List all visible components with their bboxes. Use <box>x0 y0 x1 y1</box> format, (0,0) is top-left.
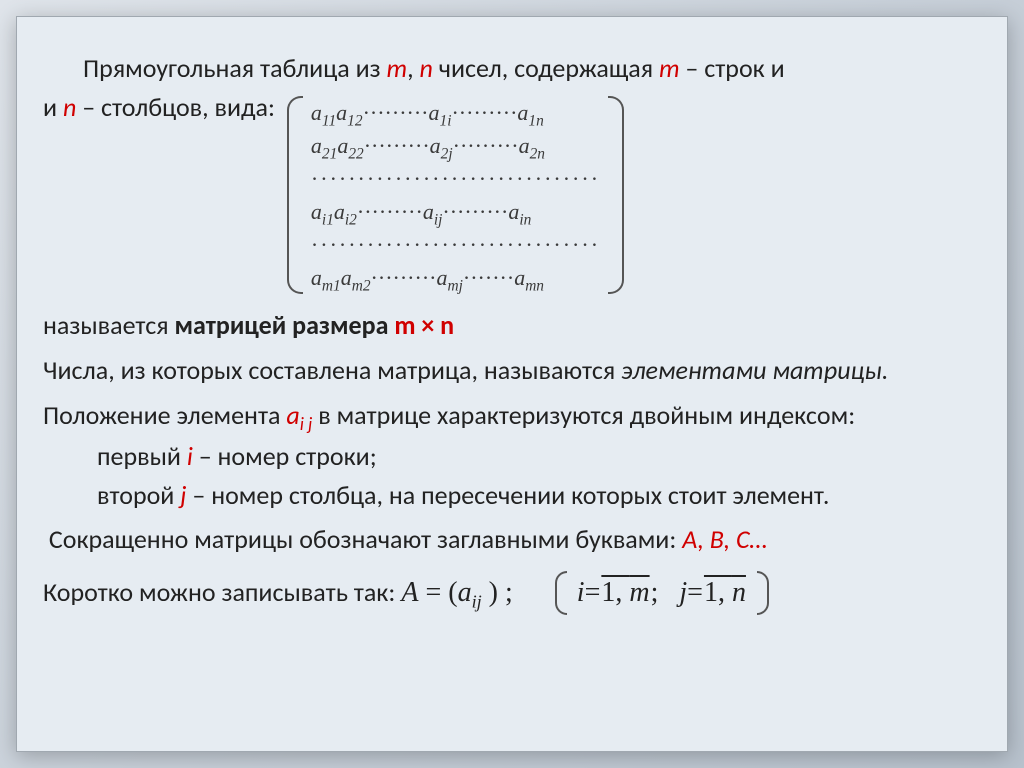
elements-t2: элементами матрицы. <box>621 354 888 386</box>
position-t2: в матрице характеризуются двойным индекс… <box>312 399 855 431</box>
intro-line-2-block: и n – столбцов, вида: a11a12·········a1i… <box>43 90 981 300</box>
caps-abc: A, B, C… <box>682 523 767 555</box>
i-t2: – номер строки; <box>193 440 377 472</box>
called-t2: матрицей размера <box>174 309 394 341</box>
caps-t1: Сокращенно матрицы обозначают заглавными… <box>49 523 682 555</box>
intro-m2: m <box>659 52 680 84</box>
line-short: Коротко можно записывать так: A = (aij )… <box>43 565 981 621</box>
called-mxn: m × n <box>394 309 454 341</box>
range-content: i = 1, m; j = 1, n <box>567 565 757 621</box>
intro-t3: – строк и <box>680 52 785 84</box>
intro-comma: , <box>407 52 419 84</box>
intro-n: n <box>420 52 433 84</box>
short-eq-A: A = (aij ) ; <box>401 574 512 612</box>
short-t1: Коротко можно записывать так: <box>43 575 395 610</box>
matrix-left-paren <box>285 90 303 300</box>
line-j: второй j – номер столбца, на пересечении… <box>43 478 981 513</box>
range-left-paren <box>553 565 567 621</box>
position-aij: ai j <box>286 399 312 431</box>
intro-line-2: и n – столбцов, вида: <box>43 90 275 125</box>
slide-background: Прямоугольная таблица из m, n чисел, сод… <box>0 0 1024 768</box>
line-called: называется матрицей размера m × n <box>43 308 981 343</box>
j-t2: – номер столбца, на пересечении которых … <box>186 479 829 511</box>
intro-t1: Прямоугольная таблица из <box>83 52 387 84</box>
intro-n2: n <box>63 91 76 123</box>
line-elements: Числа, из которых составлена матрица, на… <box>43 353 981 388</box>
intro-t2: чисел, содержащая <box>433 52 659 84</box>
j-t1: второй <box>97 479 180 511</box>
intro-and: и <box>43 91 63 123</box>
matrix-definition: a11a12·········a1i·········a1na21a22····… <box>285 90 626 300</box>
i-t1: первый <box>97 440 187 472</box>
intro-m: m <box>387 52 408 84</box>
called-t1: называется <box>43 309 174 341</box>
range-right-paren <box>757 565 771 621</box>
line-i: первый i – номер строки; <box>43 439 981 474</box>
slide: Прямоугольная таблица из m, n чисел, сод… <box>16 16 1008 752</box>
elements-t1: Числа, из которых составлена матрица, на… <box>43 354 621 386</box>
line-position: Положение элемента ai j в матрице характ… <box>43 398 981 433</box>
matrix-right-paren <box>608 90 626 300</box>
intro-line-1: Прямоугольная таблица из m, n чисел, сод… <box>43 51 981 86</box>
line-caps: Сокращенно матрицы обозначают заглавными… <box>43 522 981 557</box>
intro-t4: – столбцов, вида: <box>76 91 275 123</box>
short-eq-range: i = 1, m; j = 1, n <box>553 565 771 621</box>
position-t1: Положение элемента <box>43 399 286 431</box>
matrix-body: a11a12·········a1i·········a1na21a22····… <box>303 90 608 300</box>
